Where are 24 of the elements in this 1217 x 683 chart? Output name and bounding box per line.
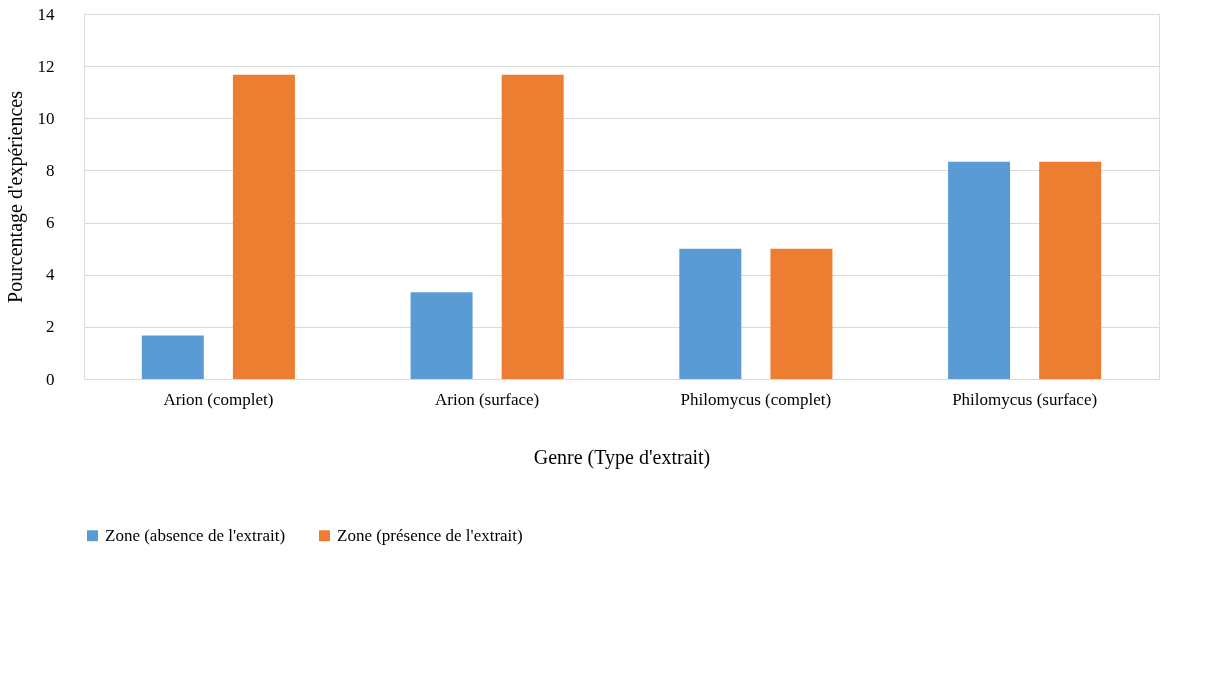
bar	[770, 248, 833, 379]
y-tick-label: 10	[37, 108, 55, 128]
bar	[410, 292, 473, 379]
bar	[501, 74, 564, 379]
bar	[948, 161, 1011, 379]
y-tick-label: 12	[37, 56, 55, 76]
x-tick-label: Arion (surface)	[434, 389, 540, 409]
y-tick-label: 2	[46, 317, 55, 337]
y-tick-label: 4	[46, 265, 55, 285]
legend-label: Zone (absence de l'extrait)	[105, 525, 286, 545]
y-tick-label: 6	[46, 213, 55, 233]
bar	[679, 248, 742, 379]
y-tick-label: 0	[46, 369, 55, 389]
legend-label: Zone (présence de l'extrait)	[337, 525, 523, 545]
bar	[141, 335, 204, 379]
x-tick-label: Arion (complet)	[163, 389, 274, 409]
y-tick-label: 8	[46, 160, 55, 180]
x-axis-title: Genre (Type d'extrait)	[533, 445, 711, 469]
y-axis-title: Pourcentage d'expériences	[3, 90, 27, 303]
x-tick-label: Philomycus (surface)	[952, 389, 1098, 409]
y-tick-label: 14	[37, 4, 55, 24]
x-tick-label: Philomycus (complet)	[680, 389, 832, 409]
bar	[1039, 161, 1102, 379]
bar	[232, 74, 295, 379]
